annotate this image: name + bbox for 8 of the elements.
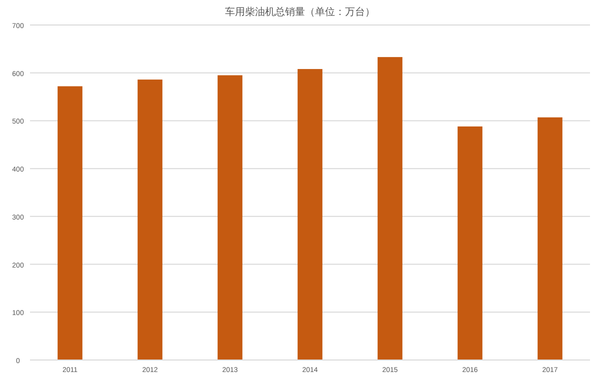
- bar: [538, 117, 562, 360]
- bar: [378, 57, 402, 360]
- bar: [298, 69, 322, 360]
- bar: [138, 80, 162, 360]
- bar: [458, 126, 482, 360]
- chart-title: 车用柴油机总销量（单位：万台）: [225, 6, 375, 18]
- bar: [218, 75, 242, 360]
- bar: [58, 86, 82, 360]
